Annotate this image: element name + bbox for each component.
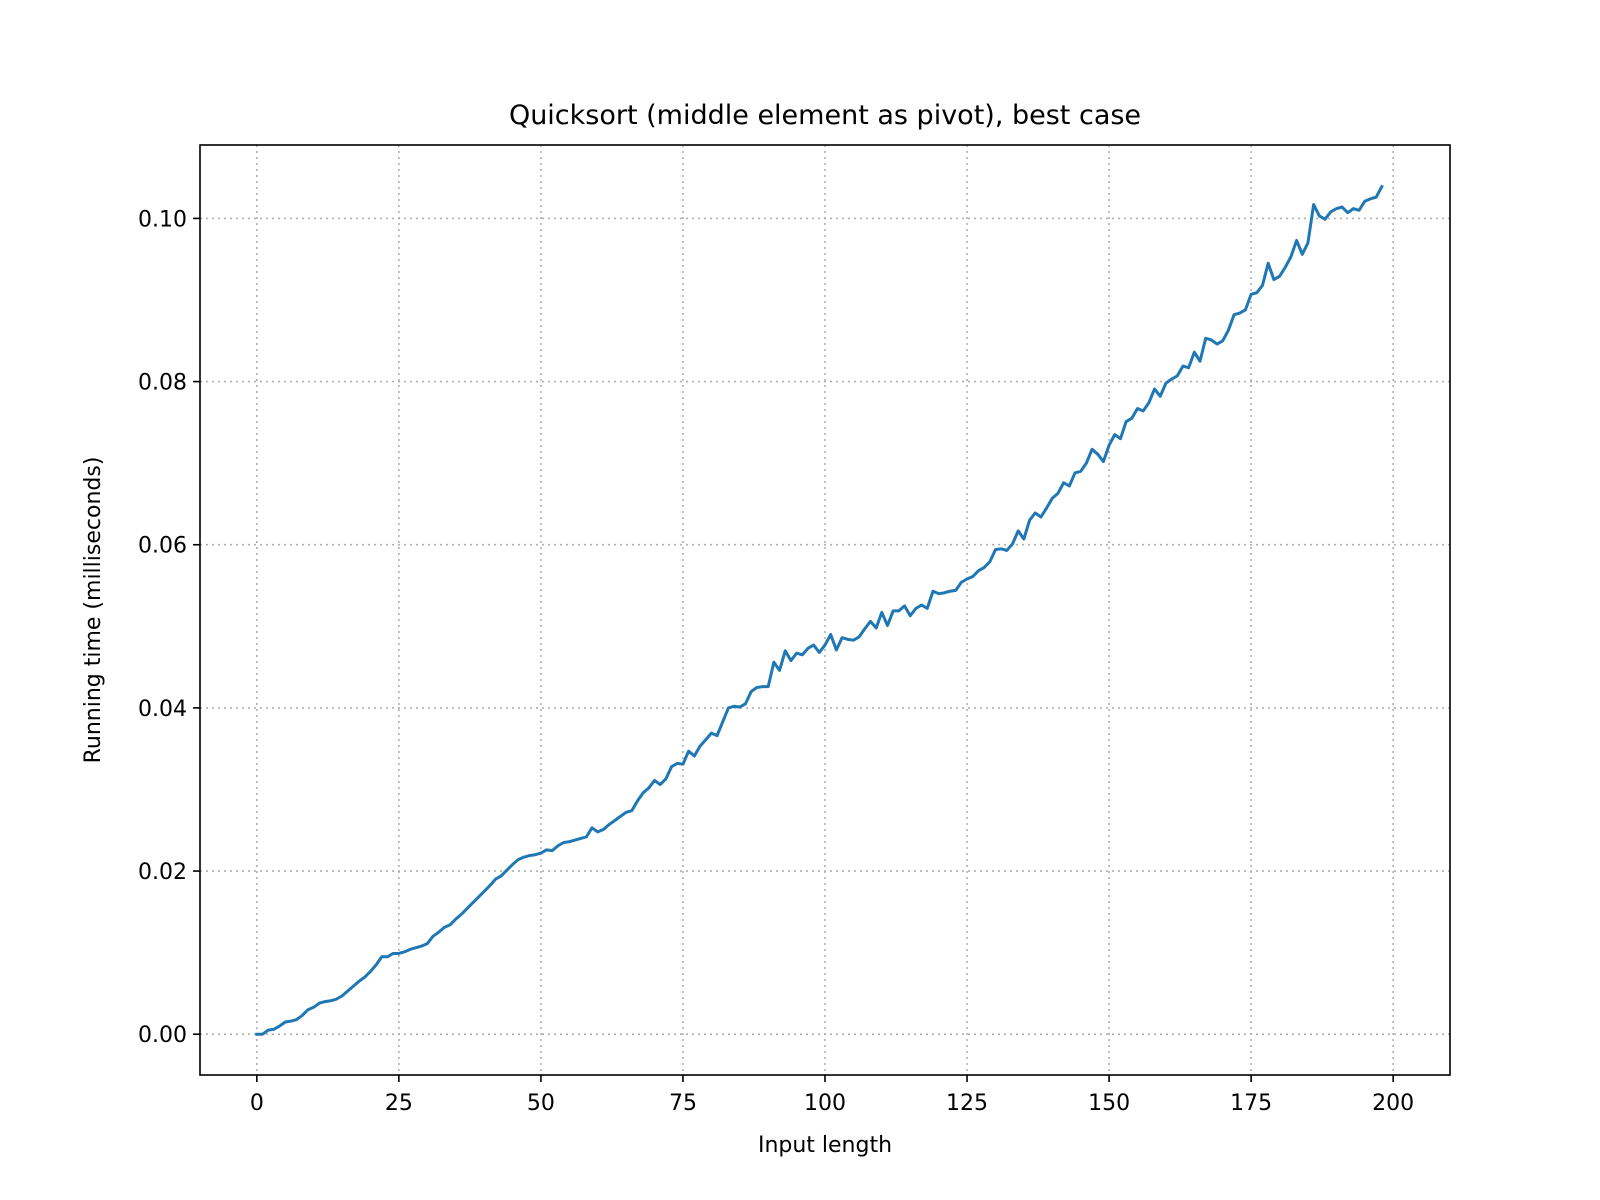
y-tick-label: 0.00 (138, 1023, 187, 1048)
y-tick-label: 0.04 (138, 697, 187, 722)
x-tick-label: 100 (804, 1091, 846, 1116)
x-axis-label: Input length (758, 1133, 892, 1158)
x-tick-label: 175 (1230, 1091, 1272, 1116)
grid (200, 145, 1450, 1075)
y-tick-label: 0.10 (138, 207, 187, 232)
x-tick-label: 150 (1088, 1091, 1130, 1116)
x-tick-label: 50 (527, 1091, 555, 1116)
plot-area (255, 184, 1384, 1036)
y-tick-label: 0.06 (138, 534, 187, 559)
x-tick-label: 75 (669, 1091, 697, 1116)
y-axis-label: Running time (milliseconds) (81, 457, 106, 764)
y-tick-label: 0.08 (138, 371, 187, 396)
y-tick-label: 0.02 (138, 860, 187, 885)
chart-title: Quicksort (middle element as pivot), bes… (509, 100, 1141, 131)
x-axis: 0 25 50 75 100 125 150 175 200 (250, 1075, 1414, 1116)
x-tick-label: 0 (250, 1091, 264, 1116)
x-tick-label: 125 (946, 1091, 988, 1116)
series-line (255, 184, 1384, 1036)
x-tick-label: 25 (385, 1091, 413, 1116)
y-axis: 0.00 0.02 0.04 0.06 0.08 0.10 (138, 207, 200, 1048)
x-tick-label: 200 (1372, 1091, 1414, 1116)
